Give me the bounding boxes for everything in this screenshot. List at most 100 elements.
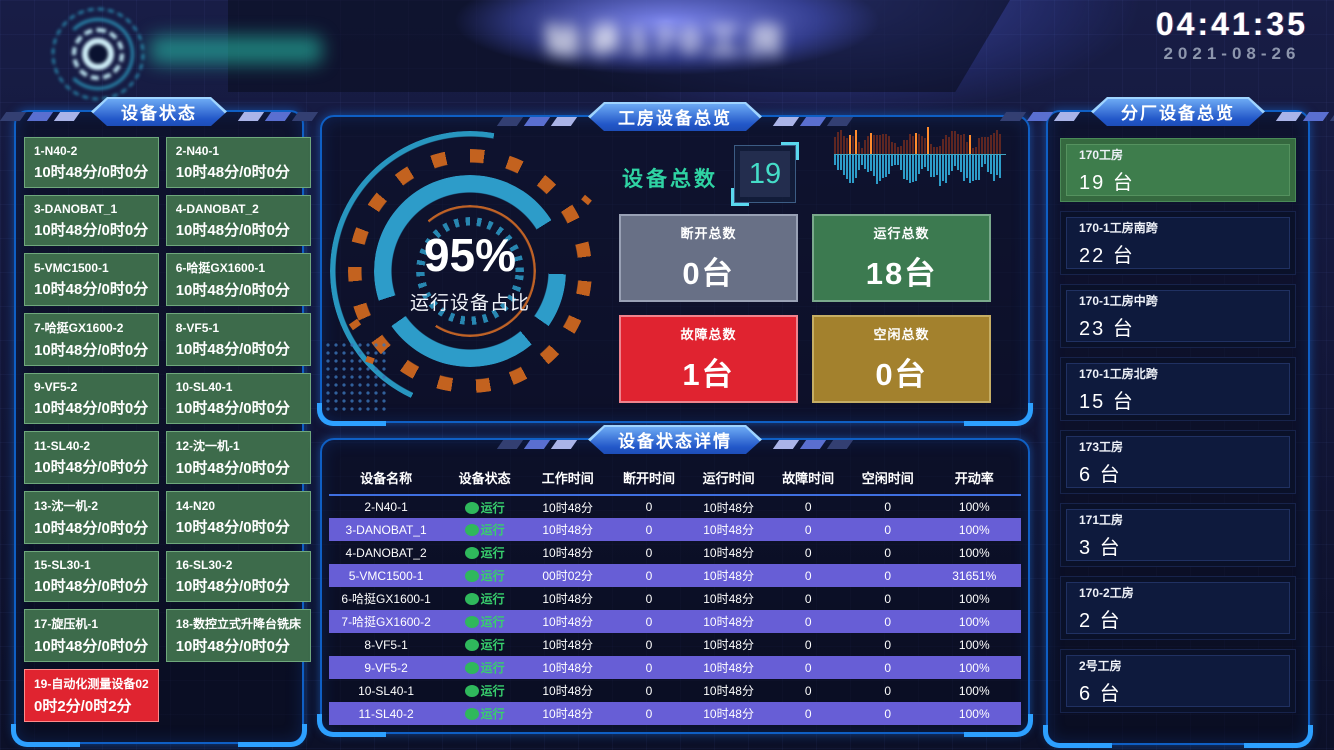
workshop-item-inner: 173工房 6 台 [1066,436,1290,488]
device-card-name: 10-SL40-1 [175,379,233,394]
banner-deco-left [0,112,81,121]
device-card-time: 10时48分/0时0分 [175,577,290,595]
table-cell: 0 [884,637,892,652]
workshop-item-inner: 170-1工房北跨 15 台 [1066,363,1290,415]
running-status-text: 运行 [480,615,505,629]
banner-deco-right [237,112,319,121]
device-card: 11-SL40-2 10时48分/0时0分 [24,431,159,484]
workshop-item[interactable]: 170工房 19 台 [1060,138,1296,202]
device-status-cell: 运行 [443,633,526,656]
table-cell: 10时48分 [542,615,594,629]
table-cell: 6-哈挺GX1600-1 [341,592,431,606]
workshop-item[interactable]: 170-2工房 2 台 [1060,576,1296,640]
running-status-text: 运行 [480,546,505,560]
table-cell: 0 [884,545,892,560]
table-cell: 100% [958,683,990,698]
table-cell: 10时48分 [542,707,594,721]
workshop-name: 170-1工房南跨 [1079,220,1158,235]
device-card-name: 5-VMC1500-1 [34,260,109,275]
device-card: 1-N40-2 10时48分/0时0分 [24,137,159,188]
workshop-item[interactable]: 170-1工房南跨 22 台 [1060,211,1296,275]
workshop-count: 2 台 [1079,609,1122,632]
table-cell: 0 [804,568,812,583]
running-status-text: 运行 [480,638,505,652]
device-status-cell: 运行 [443,656,526,679]
workshop-list: 170工房 19 台 170-1工房南跨 22 台 170-1工房中跨 23 台 170-1… [1048,112,1308,713]
workshop-item-inner: 170-1工房南跨 22 台 [1066,217,1290,269]
device-card-time: 0时2分/0时2分 [34,698,132,715]
workshop-item-inner: 170工房 19 台 [1066,144,1290,196]
workshop-item[interactable]: 170-1工房中跨 23 台 [1060,284,1296,348]
device-total-box: 19 [731,142,799,206]
table-cell: 10时48分 [703,569,754,583]
device-card-name: 13-沈一机-2 [34,499,99,513]
page-title: 轴承170工房 [543,20,791,61]
device-detail-panel: 设备状态详情 设备名称 设备状态 工作时间 断开时间 运行时间 故障时间 空闲时间 开动率 2… [317,438,1033,737]
clock-date: 2021-08-26 [1163,44,1301,63]
table-cell: 10时48分 [703,523,754,537]
waveform-decoration [834,121,1006,189]
table-cell: 100% [958,591,990,606]
table-row: 5-VMC1500-1 运行 00时02分 0 10时48分 0 0 31651% [329,564,1021,587]
table-cell: 100% [958,706,990,721]
table-cell: 0 [645,545,653,560]
device-card-time: 10时48分/0时0分 [175,221,290,239]
stat-value: 1台 [682,357,735,392]
table-cell: 4-DANOBAT_2 [345,545,427,560]
workshop-item[interactable]: 171工房 3 台 [1060,503,1296,567]
device-card-name: 12-沈一机-1 [175,439,240,453]
stat-idle: 空闲总数 0台 [812,315,991,403]
table-cell: 00时02分 [542,569,594,583]
table-cell: 11-SL40-2 [358,706,414,721]
device-detail-table: 设备名称 设备状态 工作时间 断开时间 运行时间 故障时间 空闲时间 开动率 2-N40-1 运… [329,462,1021,725]
running-status-dot-icon [464,662,479,674]
table-row: 4-DANOBAT_2 运行 10时48分 0 10时48分 0 0 100% [329,541,1021,564]
stat-value: 0台 [875,357,928,392]
workshop-count: 15 台 [1079,390,1135,413]
table-cell: 5-VMC1500-1 [348,568,424,583]
running-status-dot-icon [464,570,479,582]
device-card: 7-哈挺GX1600-2 10时48分/0时0分 [24,313,159,366]
device-card: 16-SL30-2 10时48分/0时0分 [165,551,312,602]
table-cell: 0 [804,683,812,698]
device-card-name: 4-DANOBAT_2 [175,201,259,216]
device-card: 13-沈一机-2 10时48分/0时0分 [24,491,159,544]
table-cell: 10时48分 [703,500,754,515]
device-card: 10-SL40-1 10时48分/0时0分 [165,373,312,424]
banner-deco-left [496,117,578,126]
device-card-time: 10时48分/0时0分 [175,638,290,655]
running-status-dot-icon [464,616,479,628]
device-card: 14-N20 10时48分/0时0分 [165,491,312,544]
device-card-time: 10时48分/0时0分 [175,399,290,417]
stat-label: 运行总数 [873,226,930,241]
workshop-item[interactable]: 170-1工房北跨 15 台 [1060,357,1296,421]
device-card-time: 10时48分/0时0分 [34,399,149,417]
stat-value: 18台 [865,256,938,291]
clock: 04:41:35 2021-08-26 [1156,6,1308,64]
device-card-time: 10时48分/0时0分 [34,520,149,537]
device-card-grid: 1-N40-2 10时48分/0时0分 2-N40-1 10时48分/0时0分 3-DA… [16,112,312,730]
table-cell: 100% [958,637,990,652]
workshop-item[interactable]: 173工房 6 台 [1060,430,1296,494]
stat-running: 运行总数 18台 [812,214,991,302]
workshop-name: 170-1工房中跨 [1079,293,1158,308]
device-card-time: 10时48分/0时0分 [175,518,290,536]
table-cell: 10时48分 [703,546,754,560]
table-cell: 100% [958,614,990,629]
device-card: 17-旋压机-1 10时48分/0时0分 [24,609,159,662]
table-cell: 10时48分 [542,592,594,606]
table-column-header: 设备状态 [443,462,527,496]
device-card-time: 10时48分/0时0分 [34,458,149,476]
panel-title: 设备状态详情 [590,427,760,456]
workshop-count: 23 台 [1079,317,1135,340]
table-cell: 10时48分 [703,661,754,675]
table-column-header: 开动率 [927,462,1021,496]
table-cell: 0 [645,660,653,675]
workshop-name: 173工房 [1079,439,1124,454]
running-status-dot-icon [464,685,479,697]
workshop-count: 6 台 [1079,682,1122,705]
table-column-header: 工作时间 [526,462,610,496]
workshop-item[interactable]: 2号工房 6 台 [1060,649,1296,713]
device-card: 3-DANOBAT_1 10时48分/0时0分 [24,195,159,246]
workshop-name: 170工房 [1079,147,1124,162]
